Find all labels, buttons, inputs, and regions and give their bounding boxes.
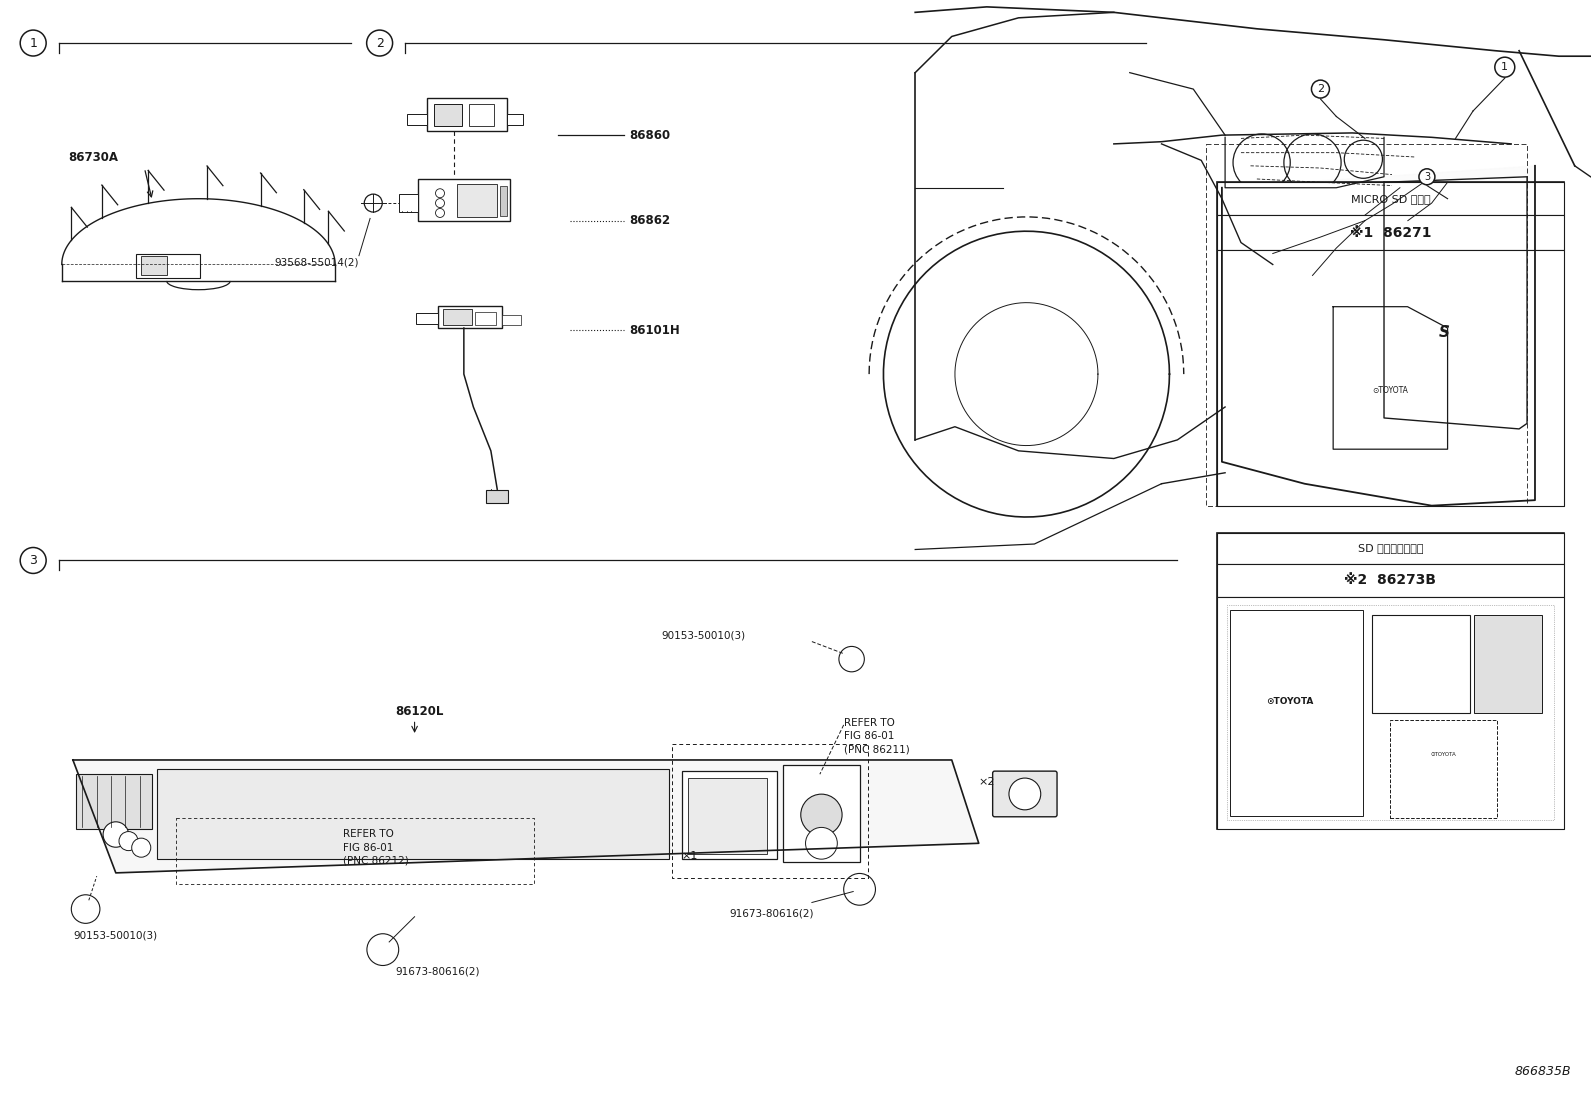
Circle shape xyxy=(839,646,864,671)
Text: ×2: ×2 xyxy=(979,777,995,787)
Text: ×1: ×1 xyxy=(681,852,697,862)
Text: ⊙TOYOTA: ⊙TOYOTA xyxy=(1372,386,1409,396)
Bar xyxy=(1399,258,1503,267)
Bar xyxy=(474,312,495,325)
Circle shape xyxy=(119,832,139,851)
Circle shape xyxy=(21,547,46,574)
Text: ※1  86271: ※1 86271 xyxy=(1350,225,1431,240)
Bar xyxy=(1218,564,1563,597)
Text: S: S xyxy=(1439,325,1450,340)
Bar xyxy=(433,104,462,126)
Circle shape xyxy=(366,934,398,966)
Bar xyxy=(1227,606,1554,820)
Bar xyxy=(1396,196,1508,259)
FancyBboxPatch shape xyxy=(993,771,1057,817)
Bar xyxy=(417,179,509,221)
Bar xyxy=(783,766,860,862)
Circle shape xyxy=(1495,57,1514,77)
Bar xyxy=(158,768,669,858)
Bar xyxy=(406,114,427,125)
Bar xyxy=(486,490,508,503)
Text: ⊙TOYOTA: ⊙TOYOTA xyxy=(1431,752,1457,757)
Text: 866835B: 866835B xyxy=(1516,1065,1571,1078)
Text: 90153-50010(3): 90153-50010(3) xyxy=(73,931,158,941)
Text: 3: 3 xyxy=(1423,171,1430,181)
Text: 1: 1 xyxy=(1501,63,1508,73)
Text: 86730A: 86730A xyxy=(68,151,118,164)
Text: ⊙TOYOTA: ⊙TOYOTA xyxy=(1266,697,1313,706)
Text: 93568-55014(2): 93568-55014(2) xyxy=(275,257,360,267)
Bar xyxy=(1218,215,1563,251)
Bar xyxy=(137,254,201,278)
Bar xyxy=(1218,182,1563,215)
Text: REFER TO
FIG 86-01
(PNC 86212): REFER TO FIG 86-01 (PNC 86212) xyxy=(342,830,409,866)
Bar xyxy=(398,195,417,212)
Circle shape xyxy=(436,209,444,218)
Circle shape xyxy=(1418,169,1434,185)
Circle shape xyxy=(366,30,393,56)
Bar xyxy=(1218,533,1563,829)
Text: 3: 3 xyxy=(29,554,37,567)
Circle shape xyxy=(1009,778,1041,810)
Bar xyxy=(1231,610,1363,815)
Bar xyxy=(443,310,471,325)
Bar xyxy=(416,313,438,324)
Circle shape xyxy=(436,189,444,198)
Text: 86860: 86860 xyxy=(629,129,670,142)
Text: MICRO SD カード: MICRO SD カード xyxy=(1350,193,1430,203)
Text: SD カードアダプタ: SD カードアダプタ xyxy=(1358,543,1423,554)
Text: ※2  86273B: ※2 86273B xyxy=(1344,574,1436,587)
Bar xyxy=(427,98,506,131)
Text: 86862: 86862 xyxy=(629,214,670,227)
Circle shape xyxy=(844,874,876,906)
Bar xyxy=(501,315,521,325)
Circle shape xyxy=(103,822,129,847)
Circle shape xyxy=(801,795,842,835)
Text: 91673-80616(2): 91673-80616(2) xyxy=(395,966,481,977)
Circle shape xyxy=(72,895,100,923)
Bar xyxy=(1399,298,1487,368)
Bar xyxy=(1218,533,1563,564)
Polygon shape xyxy=(1223,166,1535,506)
Bar xyxy=(1218,182,1563,506)
Circle shape xyxy=(365,195,382,212)
Circle shape xyxy=(436,199,444,208)
Bar xyxy=(1218,251,1563,506)
Bar xyxy=(1399,271,1503,280)
Circle shape xyxy=(21,30,46,56)
Circle shape xyxy=(132,839,151,857)
Text: 2: 2 xyxy=(376,36,384,49)
Bar xyxy=(681,770,777,858)
Text: REFER TO
FIG 86-01
(PNC 86211): REFER TO FIG 86-01 (PNC 86211) xyxy=(844,718,909,754)
Bar xyxy=(468,104,494,126)
Text: 2: 2 xyxy=(1317,85,1325,95)
Text: 86101H: 86101H xyxy=(629,324,680,336)
Bar xyxy=(1372,615,1471,713)
Bar xyxy=(1390,721,1496,818)
Bar xyxy=(438,307,501,329)
Bar xyxy=(76,774,153,829)
Circle shape xyxy=(1312,80,1329,98)
FancyBboxPatch shape xyxy=(1474,615,1543,713)
Text: 91673-80616(2): 91673-80616(2) xyxy=(729,909,814,919)
Bar xyxy=(506,114,522,125)
Bar xyxy=(1218,597,1563,829)
Polygon shape xyxy=(73,761,979,873)
Bar xyxy=(688,777,767,854)
Circle shape xyxy=(806,828,837,859)
Text: 90153-50010(3): 90153-50010(3) xyxy=(661,630,745,640)
Bar xyxy=(500,186,506,217)
Text: 1: 1 xyxy=(29,36,37,49)
Bar xyxy=(457,185,497,218)
Text: 86120L: 86120L xyxy=(395,706,444,719)
Bar xyxy=(142,256,167,276)
